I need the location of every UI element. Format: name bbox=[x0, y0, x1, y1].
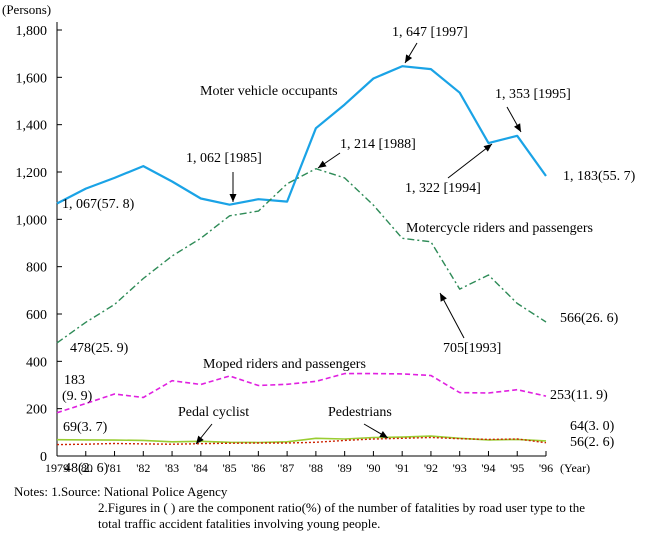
y-tick-label: 1,600 bbox=[16, 71, 48, 86]
x-tick-label: '92 bbox=[424, 461, 438, 475]
arrow-mv-1985 bbox=[229, 172, 237, 202]
notes: Notes: 1.Source: National Police Agency … bbox=[14, 484, 654, 532]
arrow-mv-peak bbox=[404, 42, 418, 64]
annotation-pd-end: 56(2. 6) bbox=[570, 435, 615, 450]
x-tick-label: '83 bbox=[165, 461, 179, 475]
x-tick-label: '88 bbox=[309, 461, 323, 475]
x-axis-unit: (Year) bbox=[560, 461, 590, 475]
series-label-pedal-cyclist: Pedal cyclist bbox=[178, 405, 249, 420]
annotation-mv-end: 1, 183(55. 7) bbox=[563, 169, 636, 184]
note-source: Notes: 1.Source: National Police Agency bbox=[14, 484, 228, 499]
y-tick-label: 1,800 bbox=[16, 24, 48, 39]
annotation-mp-start-ratio: (9. 9) bbox=[62, 389, 93, 404]
x-tick-label: 1979 bbox=[45, 461, 69, 475]
arrow-mc-peak bbox=[317, 152, 341, 169]
note-ratio-cont: total traffic accident fatalities involv… bbox=[98, 516, 381, 531]
series-label-pedestrians: Pedestrians bbox=[328, 405, 392, 420]
annotation-mp-start: 183 bbox=[64, 373, 85, 388]
y-tick-label: 1,000 bbox=[16, 213, 48, 228]
y-tick-label: 200 bbox=[26, 403, 47, 418]
x-tick-label: '82 bbox=[136, 461, 150, 475]
x-tick-label: '93 bbox=[453, 461, 467, 475]
x-tick-label: '90 bbox=[366, 461, 380, 475]
x-tick-label: '81 bbox=[107, 461, 121, 475]
x-tick-label: '85 bbox=[223, 461, 237, 475]
y-tick-label: 800 bbox=[26, 261, 47, 276]
annotation-pc-start: 69(3. 7) bbox=[63, 420, 108, 435]
x-tick-label: '86 bbox=[251, 461, 265, 475]
annotation-layer: Moter vehicle occupants Motercycle riders… bbox=[62, 25, 636, 476]
series-line-5 bbox=[56, 436, 547, 446]
arrow-mv-1994 bbox=[447, 143, 493, 179]
annotation-mc-start: 478(25. 9) bbox=[70, 341, 129, 356]
x-tick-label: '87 bbox=[280, 461, 294, 475]
series-line-3 bbox=[56, 372, 547, 414]
y-tick-label: 400 bbox=[26, 355, 47, 370]
arrow-mc-1993 bbox=[439, 292, 465, 339]
series-label-motor-vehicle: Moter vehicle occupants bbox=[200, 84, 338, 99]
x-tick-label: '94 bbox=[481, 461, 495, 475]
x-tick-label: '91 bbox=[395, 461, 409, 475]
arrow-pedal-cyclist bbox=[195, 423, 213, 445]
series-layer bbox=[56, 65, 547, 446]
arrow-mv-1995 bbox=[506, 106, 522, 133]
annotation-mv-start: 1, 067(57. 8) bbox=[62, 197, 135, 212]
x-tick-label: '80 bbox=[79, 461, 93, 475]
annotation-pd-start: 48(2. 6) bbox=[64, 461, 109, 476]
x-tick-label: '84 bbox=[194, 461, 208, 475]
annotation-mv-peak: 1, 647 [1997] bbox=[392, 25, 468, 40]
series-label-moped: Moped riders and passengers bbox=[203, 357, 366, 372]
annotation-mv-1994: 1, 322 [1994] bbox=[405, 181, 481, 196]
x-tick-label: '95 bbox=[510, 461, 524, 475]
y-tick-label: 600 bbox=[26, 308, 47, 323]
annotation-pc-end: 64(3. 0) bbox=[570, 419, 615, 434]
series-label-motorcycle: Motercycle riders and passengers bbox=[406, 221, 593, 236]
annotation-mv-1985: 1, 062 [1985] bbox=[186, 151, 262, 166]
annotation-mv-1995: 1, 353 [1995] bbox=[495, 87, 571, 102]
series-line-1 bbox=[56, 65, 547, 206]
axes: 0 200 400 600 800 1,000 1,200 1,400 1,600 1,800 (P… bbox=[2, 2, 590, 475]
series-line-2 bbox=[56, 167, 547, 344]
x-tick-label: '96 bbox=[539, 461, 553, 475]
y-axis-unit: (Persons) bbox=[2, 2, 51, 17]
series-line-4 bbox=[56, 435, 547, 444]
annotation-mc-end: 566(26. 6) bbox=[560, 311, 619, 326]
x-tick-label: '89 bbox=[338, 461, 352, 475]
annotation-mc-peak: 1, 214 [1988] bbox=[340, 137, 416, 152]
y-tick-label: 1,200 bbox=[16, 166, 48, 181]
y-tick-label: 1,400 bbox=[16, 119, 48, 134]
y-tick-label: 0 bbox=[40, 450, 47, 465]
annotation-mc-1993: 705[1993] bbox=[443, 341, 501, 356]
line-chart: 0 200 400 600 800 1,000 1,200 1,400 1,600 1,800 (P… bbox=[2, 2, 636, 476]
annotation-mp-end: 253(11. 9) bbox=[550, 388, 608, 403]
note-ratio: 2.Figures in ( ) are the component ratio… bbox=[98, 500, 585, 515]
arrow-pedestrians bbox=[363, 423, 389, 439]
